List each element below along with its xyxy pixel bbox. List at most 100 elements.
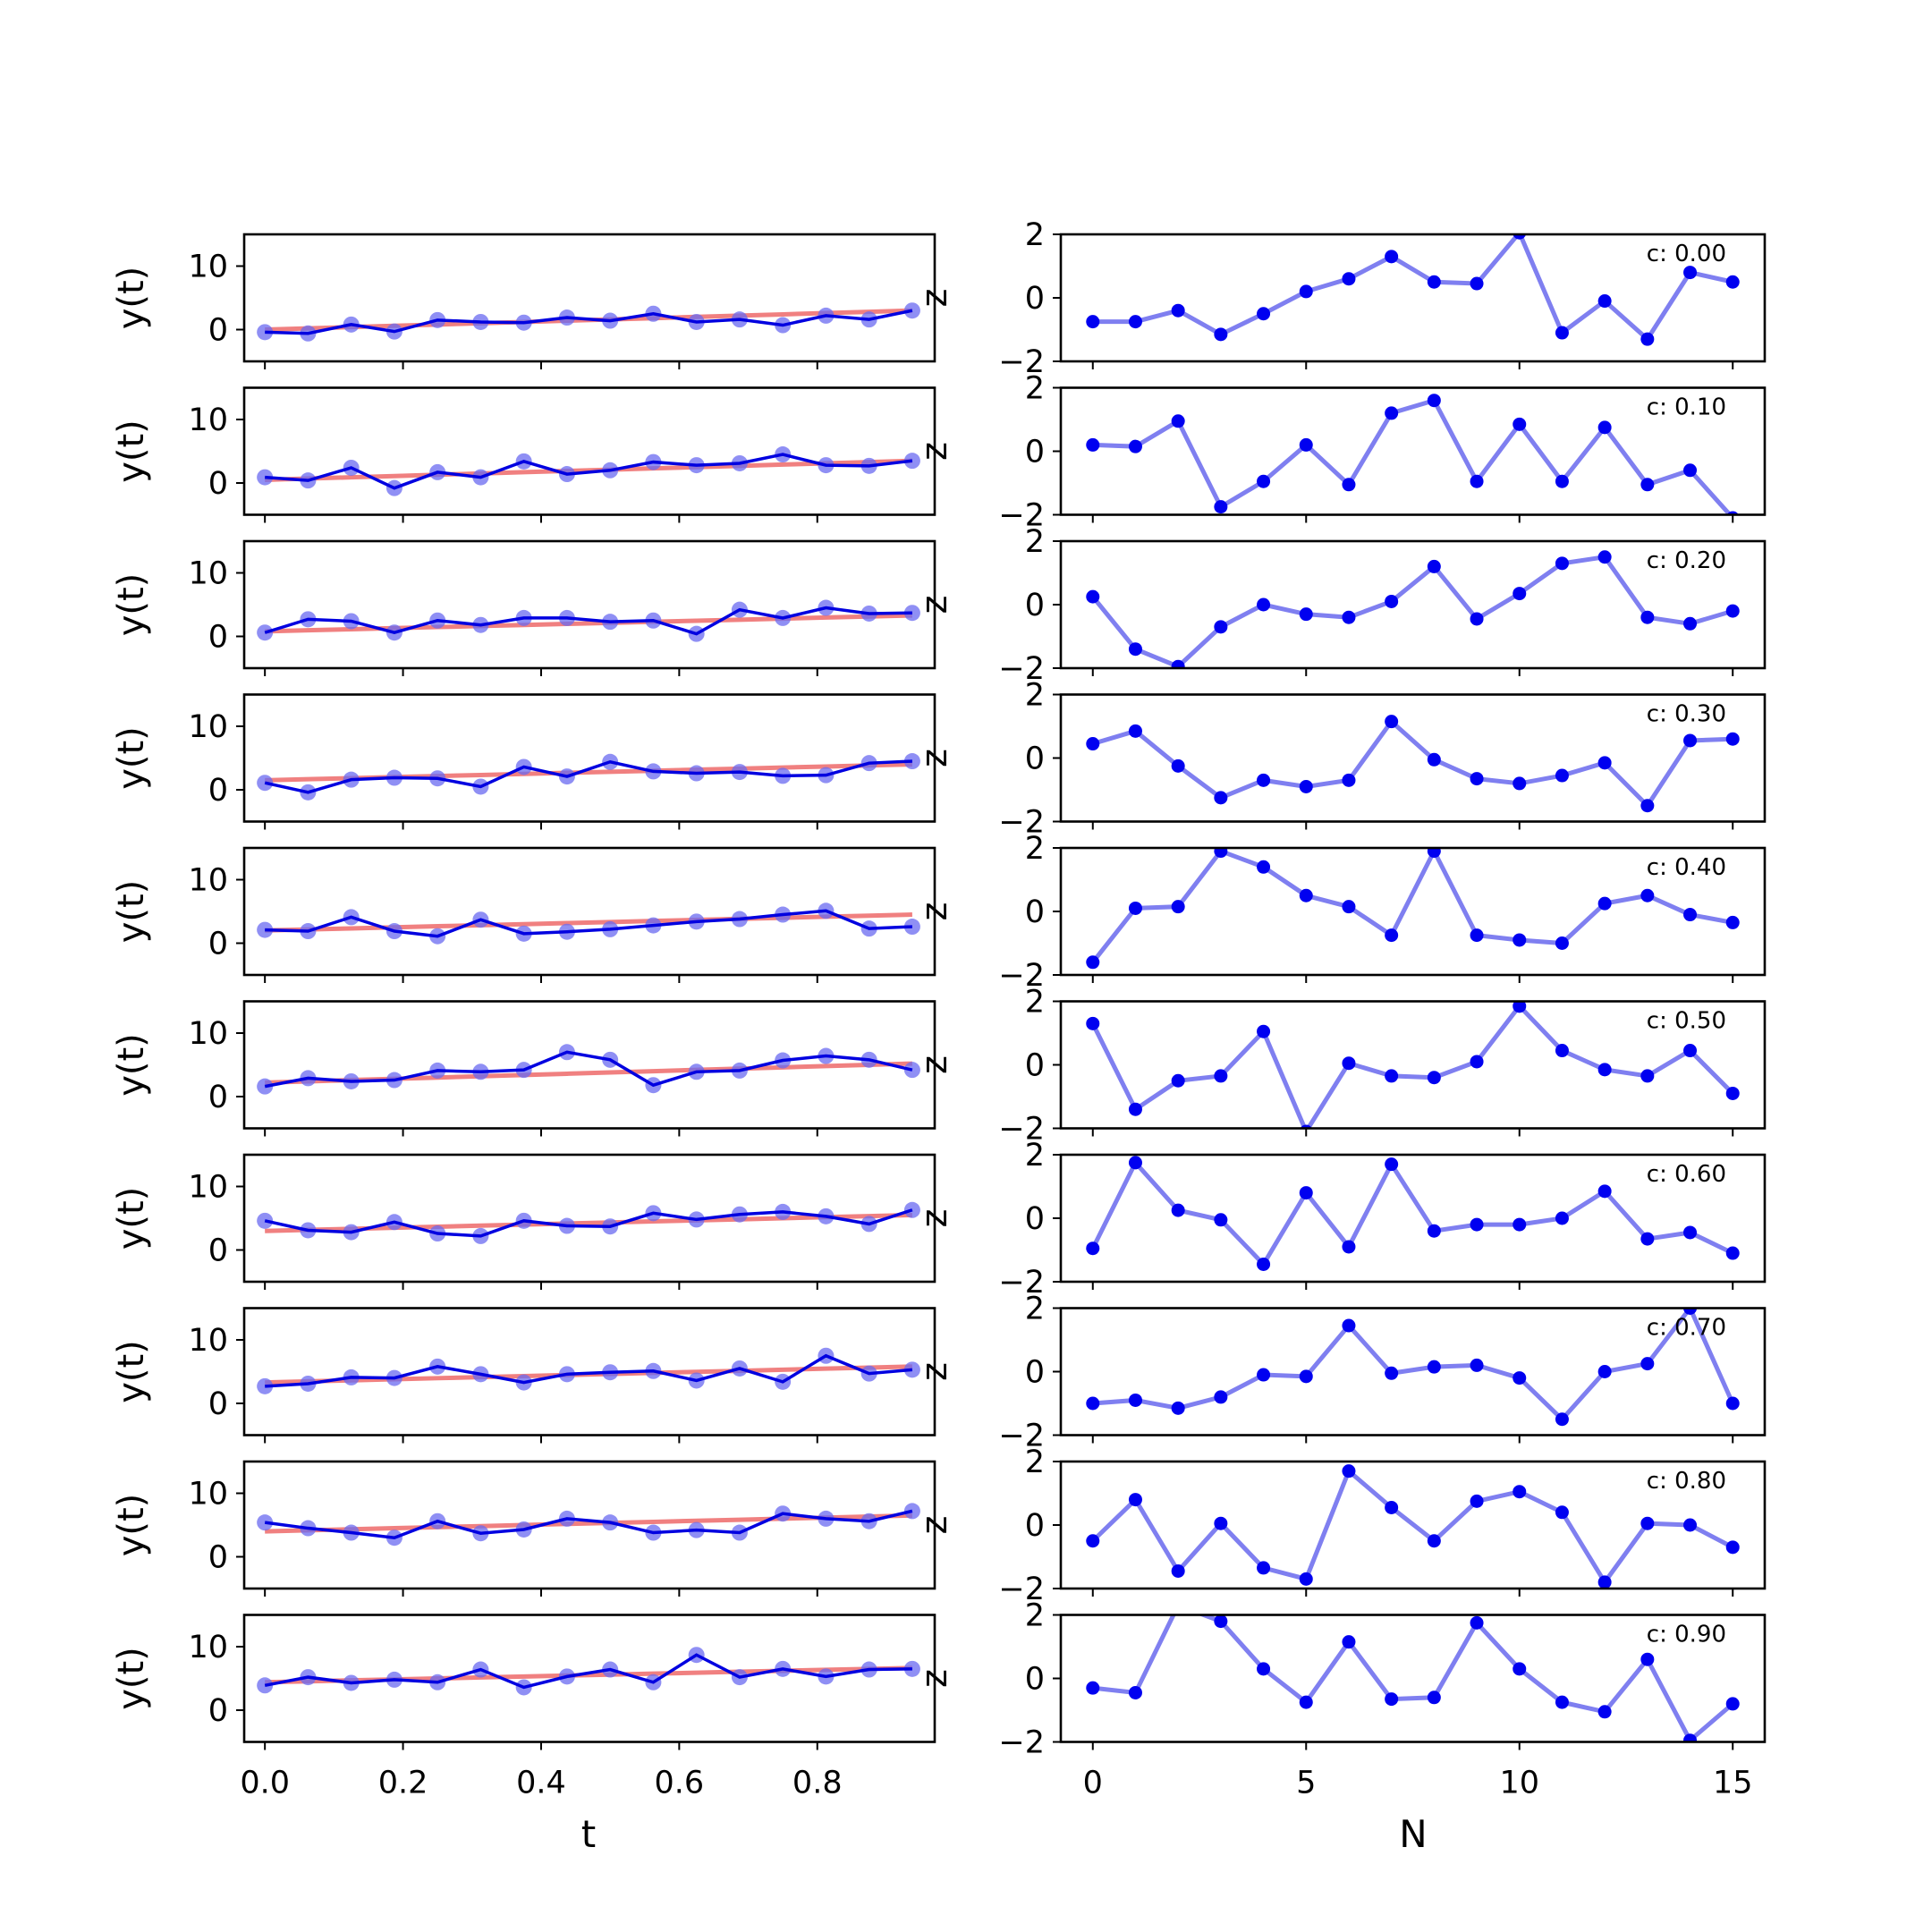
z-point xyxy=(1299,1695,1313,1709)
right-panel-8: −2 0 2 z c: 0.80 xyxy=(914,1445,1767,1607)
z-point xyxy=(1513,1001,1527,1013)
left-xtick-label: 0.8 xyxy=(792,1766,843,1801)
right-data-group xyxy=(1086,1001,1740,1129)
right-ylabel: z xyxy=(914,1362,955,1381)
z-point xyxy=(1128,315,1142,329)
right-ylabel: z xyxy=(914,596,955,614)
z-point xyxy=(1555,936,1569,950)
data-line xyxy=(264,1050,913,1089)
z-point xyxy=(1342,1635,1356,1649)
left-ylabel: y(t) xyxy=(111,1187,152,1250)
z-line xyxy=(1090,1158,1734,1268)
left-ytick-label: 0 xyxy=(208,1540,228,1576)
right-ylabel: z xyxy=(914,1055,955,1074)
z-point xyxy=(1086,315,1100,329)
z-point xyxy=(1171,758,1185,773)
left-ylabel: y(t) xyxy=(111,726,152,790)
left-ylabel: y(t) xyxy=(111,1033,152,1097)
right-ytick-label: 2 xyxy=(1025,1445,1045,1480)
z-point xyxy=(1555,1695,1569,1709)
z-point xyxy=(1086,1016,1100,1030)
z-point xyxy=(1214,500,1228,514)
left-ytick-label: 0 xyxy=(208,773,228,809)
z-point xyxy=(1427,275,1441,289)
right-ytick-label: 2 xyxy=(1025,985,1045,1021)
z-point xyxy=(1683,266,1698,280)
z-point xyxy=(1214,848,1228,859)
right-ytick-label: 2 xyxy=(1025,1138,1045,1174)
z-line xyxy=(1091,1467,1734,1587)
right-panel-1: −2 0 2 z c: 0.10 xyxy=(914,371,1767,534)
z-point xyxy=(1513,1485,1527,1499)
z-point xyxy=(1470,276,1484,291)
right-ytick-label: 0 xyxy=(1025,1355,1045,1391)
c-annotation: c: 0.70 xyxy=(1647,1315,1726,1342)
z-line xyxy=(1092,234,1733,343)
z-point xyxy=(1470,1217,1484,1232)
z-point xyxy=(1086,1241,1100,1256)
z-point xyxy=(1725,1697,1740,1711)
z-point xyxy=(1086,955,1100,970)
left-ytick-label: 10 xyxy=(188,556,228,592)
z-point xyxy=(1470,474,1484,488)
left-ytick-label: 10 xyxy=(188,709,228,745)
z-point xyxy=(1597,1705,1612,1719)
z-point xyxy=(1214,327,1228,342)
left-ytick-label: 10 xyxy=(188,402,228,438)
z-point xyxy=(1640,332,1655,346)
z-point xyxy=(1513,417,1527,431)
right-axes-bg xyxy=(1061,1155,1765,1282)
right-ytick-label: 0 xyxy=(1025,435,1045,470)
right-ytick-label: 0 xyxy=(1025,1201,1045,1237)
z-point xyxy=(1470,1055,1484,1069)
right-data-group xyxy=(1086,848,1740,970)
z-line xyxy=(1090,555,1733,668)
left-ytick-label: 0 xyxy=(208,1693,228,1729)
z-point xyxy=(1640,1069,1655,1083)
z-point xyxy=(1086,1534,1100,1548)
z-point xyxy=(1513,1662,1527,1676)
z-point xyxy=(1597,1365,1612,1378)
left-ytick-label: 0 xyxy=(208,1080,228,1115)
left-ylabel: y(t) xyxy=(111,573,152,637)
z-point xyxy=(1086,437,1100,452)
z-point xyxy=(1597,1063,1612,1077)
c-annotation: c: 0.90 xyxy=(1647,1622,1726,1648)
left-ytick-label: 0 xyxy=(208,927,228,962)
z-point xyxy=(1171,900,1185,914)
right-data-group xyxy=(1086,550,1740,668)
z-point xyxy=(1597,294,1612,309)
z-point xyxy=(1683,1733,1698,1742)
z-point xyxy=(1299,1572,1313,1586)
z-point xyxy=(1427,1224,1441,1238)
z-line xyxy=(1092,1614,1734,1742)
z-point xyxy=(1128,724,1142,738)
z-point xyxy=(1128,1156,1142,1170)
right-ytick-label: −2 xyxy=(998,651,1045,687)
z-point xyxy=(1257,1257,1271,1271)
data-line xyxy=(264,1509,913,1539)
right-ytick-label: 0 xyxy=(1025,894,1045,930)
c-annotation: c: 0.30 xyxy=(1647,701,1726,728)
right-xtick-label: 0 xyxy=(1083,1766,1103,1801)
z-point xyxy=(1214,1390,1228,1404)
right-data-group xyxy=(1086,1614,1740,1742)
z-point xyxy=(1385,406,1399,420)
z-point xyxy=(1214,1213,1228,1227)
z-point xyxy=(1342,272,1356,286)
right-ytick-label: 2 xyxy=(1025,371,1045,407)
c-annotation: c: 0.10 xyxy=(1647,394,1726,421)
z-point xyxy=(1385,1366,1399,1380)
left-xtick-label: 0.0 xyxy=(240,1766,290,1801)
right-panel-2: −2 0 2 z c: 0.20 xyxy=(914,524,1767,687)
right-ytick-label: 2 xyxy=(1025,1598,1045,1634)
z-point xyxy=(1427,1360,1441,1374)
left-panel-3: 0 10 y(t) xyxy=(111,693,936,830)
right-ytick-label: −2 xyxy=(998,1725,1045,1761)
left-ytick-label: 10 xyxy=(188,863,228,899)
right-xlabel: N xyxy=(1399,1812,1427,1856)
left-xtick-label: 0.4 xyxy=(516,1766,566,1801)
right-data-group xyxy=(1086,234,1740,346)
z-point xyxy=(1171,303,1185,318)
right-panel-6: −2 0 2 z c: 0.60 xyxy=(914,1138,1767,1301)
